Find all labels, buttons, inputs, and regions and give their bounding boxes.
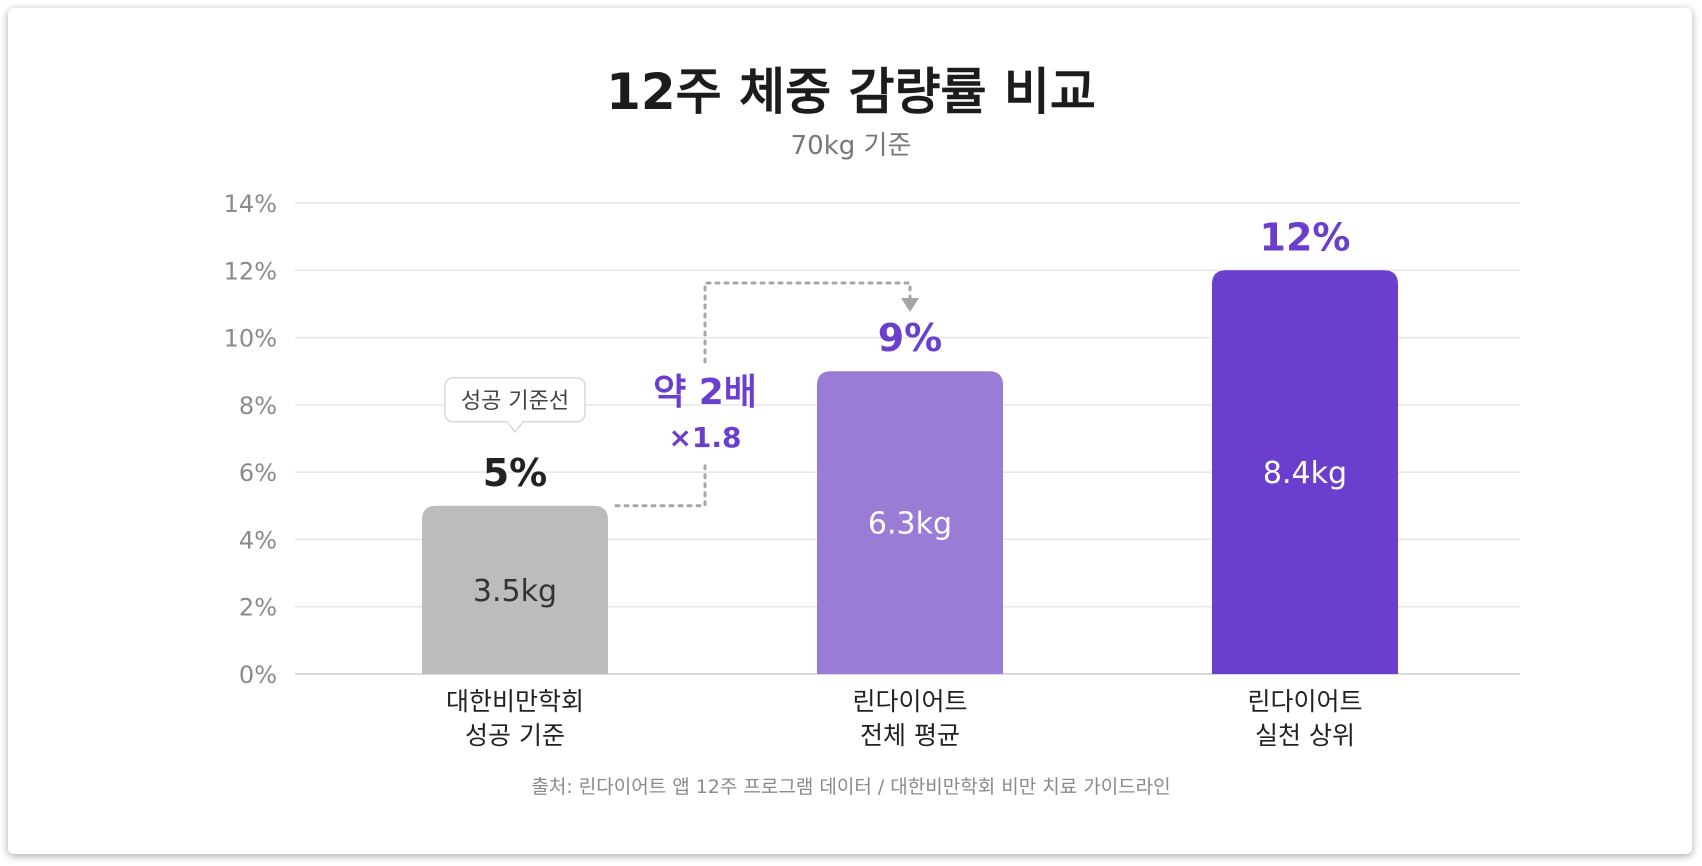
y-tick-label: 12% <box>224 257 277 285</box>
x-category-label: 대한비만학회 <box>446 687 584 716</box>
connector-upper <box>703 281 912 364</box>
x-category-label: 성공 기준 <box>465 721 565 750</box>
bar-value-label: 9% <box>878 316 943 360</box>
bar-value-label: 5% <box>483 451 548 495</box>
y-tick-label: 8% <box>239 392 277 420</box>
y-tick-label: 10% <box>224 325 277 353</box>
chart-title: 12주 체중 감량률 비교 <box>606 63 1096 121</box>
x-category-label: 린다이어트 <box>1247 687 1362 716</box>
bar <box>422 505 608 674</box>
callout-pointer <box>506 421 524 433</box>
comparison-label: 약 2배 <box>653 372 757 413</box>
x-category-label: 린다이어트 <box>852 687 967 716</box>
source-note: 출처: 린다이어트 앱 12주 프로그램 데이터 / 대한비만학회 비만 치료 … <box>531 776 1171 798</box>
bar-value-label: 12% <box>1260 215 1351 259</box>
bar-inner-label: 8.4kg <box>1263 456 1347 491</box>
y-tick-label: 14% <box>224 190 277 218</box>
arrow-down-icon <box>901 298 919 312</box>
chart-subtitle: 70kg 기준 <box>790 131 912 161</box>
bar-inner-label: 3.5kg <box>473 574 557 609</box>
x-category-label: 전체 평균 <box>860 721 960 750</box>
y-tick-label: 0% <box>239 661 277 689</box>
bar-inner-label: 6.3kg <box>868 507 952 542</box>
y-tick-label: 2% <box>239 594 277 622</box>
y-tick-label: 4% <box>239 526 277 554</box>
callout-text: 성공 기준선 <box>461 389 569 414</box>
connector-lower <box>614 460 707 508</box>
bar <box>817 371 1003 674</box>
x-category-label: 실천 상위 <box>1255 721 1355 750</box>
y-tick-label: 6% <box>239 459 277 487</box>
comparison-multiplier: ×1.8 <box>668 421 741 454</box>
bar <box>1212 270 1398 674</box>
